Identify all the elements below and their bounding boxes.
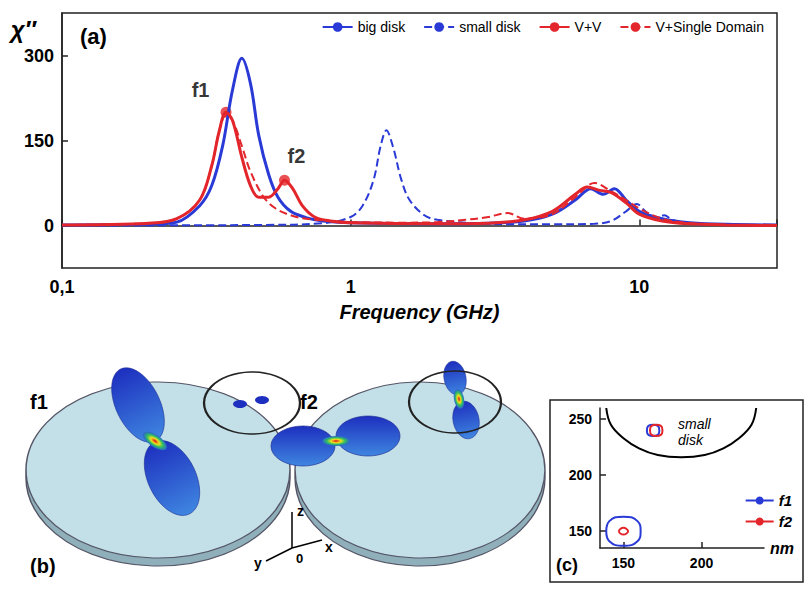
svg-text:Frequency (GHz): Frequency (GHz) [339,301,499,323]
svg-text:small: small [678,416,715,432]
svg-text:f1: f1 [779,492,792,509]
svg-text:f2: f2 [288,145,306,167]
svg-text:150: 150 [569,523,593,539]
svg-text:f1: f1 [192,79,210,101]
svg-text:300: 300 [24,46,54,66]
svg-text:f1: f1 [30,391,48,413]
svg-text:(b): (b) [30,555,56,577]
svg-text:0: 0 [296,551,303,566]
svg-text:1: 1 [346,277,356,297]
svg-text:150: 150 [24,131,54,151]
svg-text:150: 150 [612,555,636,571]
svg-text:small disk: small disk [459,19,521,35]
svg-text:200: 200 [690,555,714,571]
svg-text:χ″: χ″ [8,16,38,43]
svg-text:0: 0 [44,216,54,236]
svg-text:disk: disk [678,432,704,448]
svg-text:y: y [254,555,262,571]
svg-text:0,1: 0,1 [49,277,74,297]
svg-text:f2: f2 [779,513,793,530]
svg-text:(a): (a) [80,24,107,49]
svg-text:x: x [325,539,333,555]
svg-text:10: 10 [629,277,649,297]
svg-text:f2: f2 [300,391,318,413]
svg-text:V+V: V+V [575,19,603,35]
svg-text:nm: nm [770,540,794,557]
svg-text:250: 250 [569,411,593,427]
svg-text:big disk: big disk [358,19,406,35]
svg-text:200: 200 [569,467,593,483]
svg-text:(c): (c) [556,555,578,575]
svg-text:z: z [297,503,304,519]
svg-text:V+Single Domain: V+Single Domain [655,19,764,35]
